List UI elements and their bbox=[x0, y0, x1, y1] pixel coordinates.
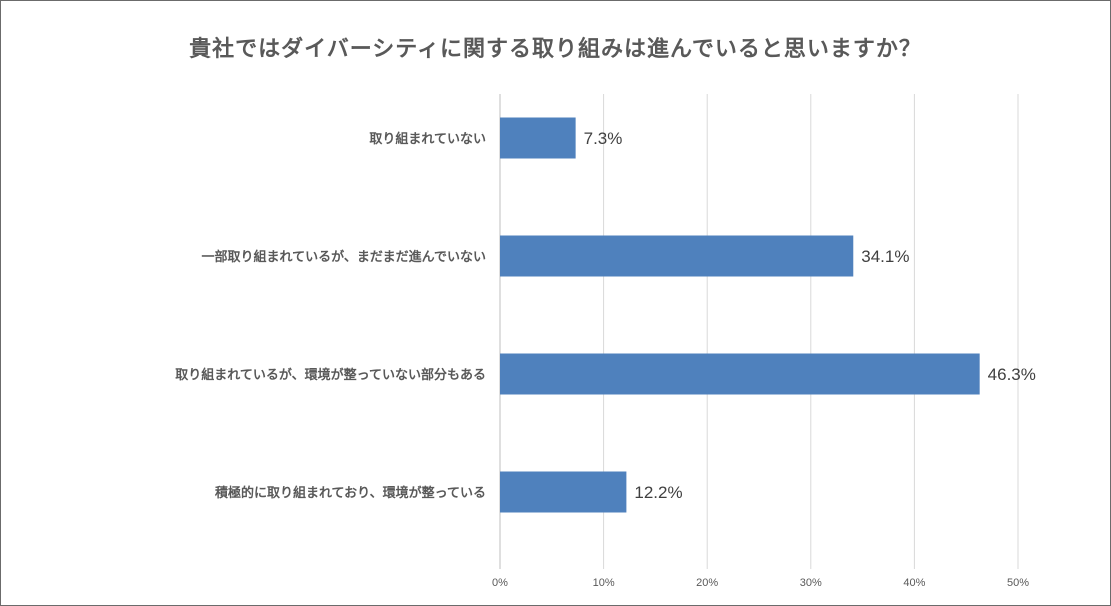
bar bbox=[500, 353, 980, 395]
bar bbox=[500, 117, 576, 159]
category-label: 取り組まれていない bbox=[369, 131, 486, 147]
category-label: 一部取り組まれているが、まだまだ進んでいない bbox=[202, 249, 486, 265]
chart-title: 貴社ではダイバーシティに関する取り組みは進んでいると思いますか？ bbox=[189, 37, 922, 62]
bar bbox=[500, 471, 627, 513]
bar bbox=[500, 235, 854, 277]
data-label: 7.3% bbox=[584, 129, 623, 148]
x-tick-label: 10% bbox=[593, 577, 615, 589]
category-label: 積極的に取り組まれており、環境が整っている bbox=[214, 485, 486, 501]
data-label: 46.3% bbox=[988, 365, 1036, 384]
x-tick-label: 30% bbox=[800, 577, 822, 589]
data-label: 12.2% bbox=[634, 483, 682, 502]
x-tick-label: 50% bbox=[1007, 577, 1029, 589]
x-tick-label: 0% bbox=[492, 577, 508, 589]
x-tick-label: 40% bbox=[903, 577, 925, 589]
x-tick-label: 20% bbox=[696, 577, 718, 589]
data-label: 34.1% bbox=[861, 247, 909, 266]
category-label: 取り組まれているが、環境が整っていない部分もある bbox=[175, 367, 486, 383]
